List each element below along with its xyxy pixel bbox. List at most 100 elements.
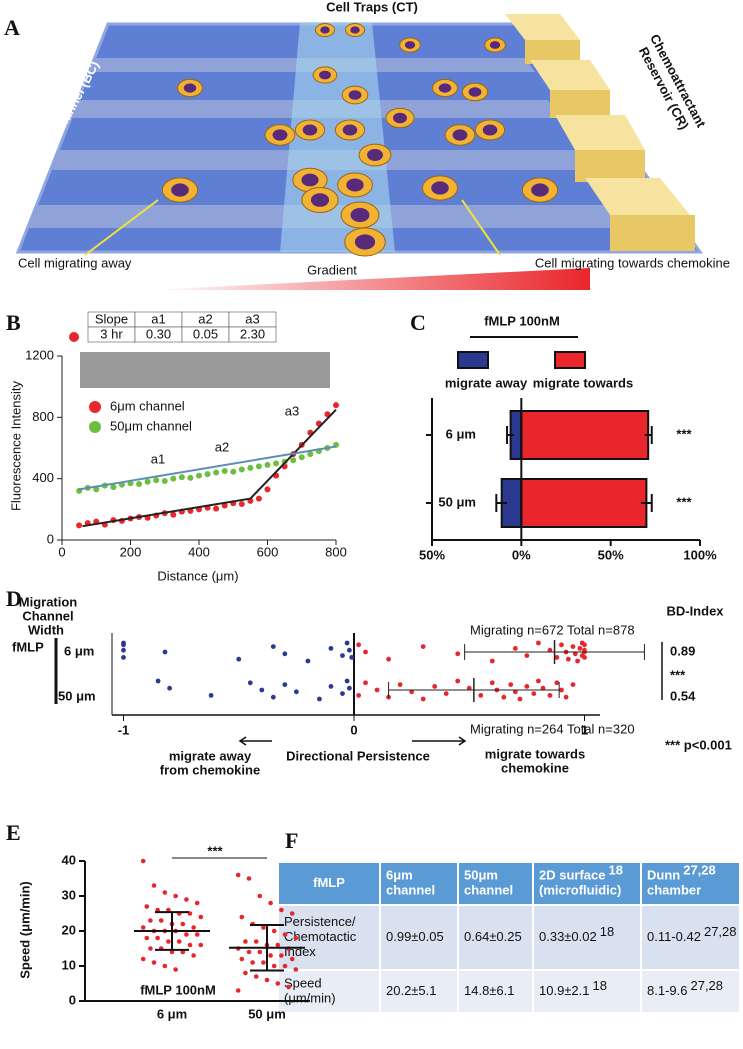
point — [204, 471, 211, 478]
point — [268, 953, 273, 958]
y-tick-label: 10 — [62, 957, 76, 972]
annotation: Cell migrating towards chemokine — [535, 255, 730, 270]
cell-text: 50μm — [464, 867, 498, 882]
point — [140, 956, 146, 962]
point — [356, 693, 362, 698]
point — [279, 953, 284, 958]
marker — [69, 332, 79, 342]
superscript: 18 — [600, 924, 614, 939]
table-cell — [379, 969, 459, 1014]
cell-text: 6μm — [386, 867, 413, 882]
point — [349, 655, 355, 660]
x-tick-label: 400 — [188, 544, 210, 559]
x-tick-label: 200 — [120, 544, 142, 559]
cell-text: (microfluidic) — [539, 882, 621, 897]
arrow — [412, 736, 467, 746]
point — [221, 468, 228, 474]
table-cell — [640, 904, 741, 971]
point — [565, 656, 571, 662]
cell-text: Chemotactic — [284, 929, 357, 944]
point — [582, 642, 587, 648]
point — [563, 694, 569, 700]
point — [524, 653, 530, 658]
point — [173, 893, 178, 899]
point — [239, 914, 245, 920]
point — [239, 956, 245, 962]
point — [166, 939, 171, 944]
y-axis-label: Fluorescence Intensity — [8, 380, 23, 511]
note: Migrating n=264 Total n=320 — [470, 721, 635, 736]
nucleus — [431, 181, 449, 195]
x-tick-label: 50% — [419, 547, 445, 562]
point — [208, 693, 214, 698]
point — [198, 914, 204, 920]
category-label: 50 μm — [58, 688, 96, 703]
point — [250, 960, 255, 965]
nucleus — [319, 70, 331, 80]
cell-text: Index — [284, 944, 316, 959]
point — [554, 655, 560, 660]
point — [257, 949, 263, 955]
panel-label: A — [4, 15, 20, 40]
nucleus — [310, 193, 330, 207]
point — [191, 953, 196, 958]
legend-label: migrate away — [445, 375, 528, 390]
x-tick-label: 0% — [512, 547, 531, 562]
table-cell — [640, 969, 741, 1014]
superscript: 27,28 — [704, 924, 737, 939]
cells — [161, 22, 559, 257]
nucleus — [350, 207, 370, 223]
y-tick-label: 1200 — [25, 347, 54, 362]
nucleus — [350, 26, 360, 34]
cell-text: 2.30 — [240, 326, 265, 341]
nucleus — [301, 173, 319, 187]
nucleus — [183, 83, 197, 93]
point — [259, 687, 265, 693]
point — [501, 694, 507, 700]
table-cell — [379, 861, 459, 906]
cell-text: 20.2±5.1 — [386, 983, 437, 998]
nucleus — [404, 41, 416, 49]
cell-text: 0.30 — [146, 326, 171, 341]
point — [194, 932, 200, 937]
cell-text: Slope — [95, 311, 128, 326]
error-bar — [506, 426, 515, 444]
cell-text: 0.33±0.02 — [539, 929, 597, 944]
nucleus — [320, 26, 330, 34]
point — [148, 918, 153, 923]
legend-label: 6μm channel — [110, 398, 185, 413]
point — [432, 684, 438, 689]
point — [397, 682, 403, 687]
point — [455, 678, 461, 684]
legend-marker — [89, 401, 101, 413]
point — [328, 646, 334, 651]
point — [508, 682, 514, 687]
note: chemokine — [501, 760, 569, 775]
point — [409, 689, 415, 695]
point — [466, 685, 472, 691]
point — [531, 691, 537, 696]
fit-line — [82, 408, 337, 528]
point — [328, 684, 334, 689]
point — [547, 693, 553, 698]
header: Width — [28, 622, 64, 637]
point — [346, 685, 352, 691]
annotation: a1 — [151, 451, 165, 466]
point — [257, 893, 263, 899]
point — [238, 500, 245, 507]
point — [374, 687, 380, 693]
point — [243, 970, 248, 976]
cell-text: 2D surface — [539, 867, 605, 882]
category-label: 6 μm — [446, 426, 476, 441]
annotation: a2 — [215, 439, 229, 454]
reservoir-label: Chemoattractant Reservoir (CR) — [636, 32, 709, 132]
point — [235, 872, 241, 878]
cell-text: 0.64±0.25 — [464, 929, 522, 944]
point — [264, 486, 271, 493]
group-label: fMLP — [12, 639, 44, 654]
bd-index: 0.89 — [670, 643, 695, 658]
point — [194, 900, 200, 906]
point — [236, 656, 242, 662]
point — [363, 680, 368, 686]
